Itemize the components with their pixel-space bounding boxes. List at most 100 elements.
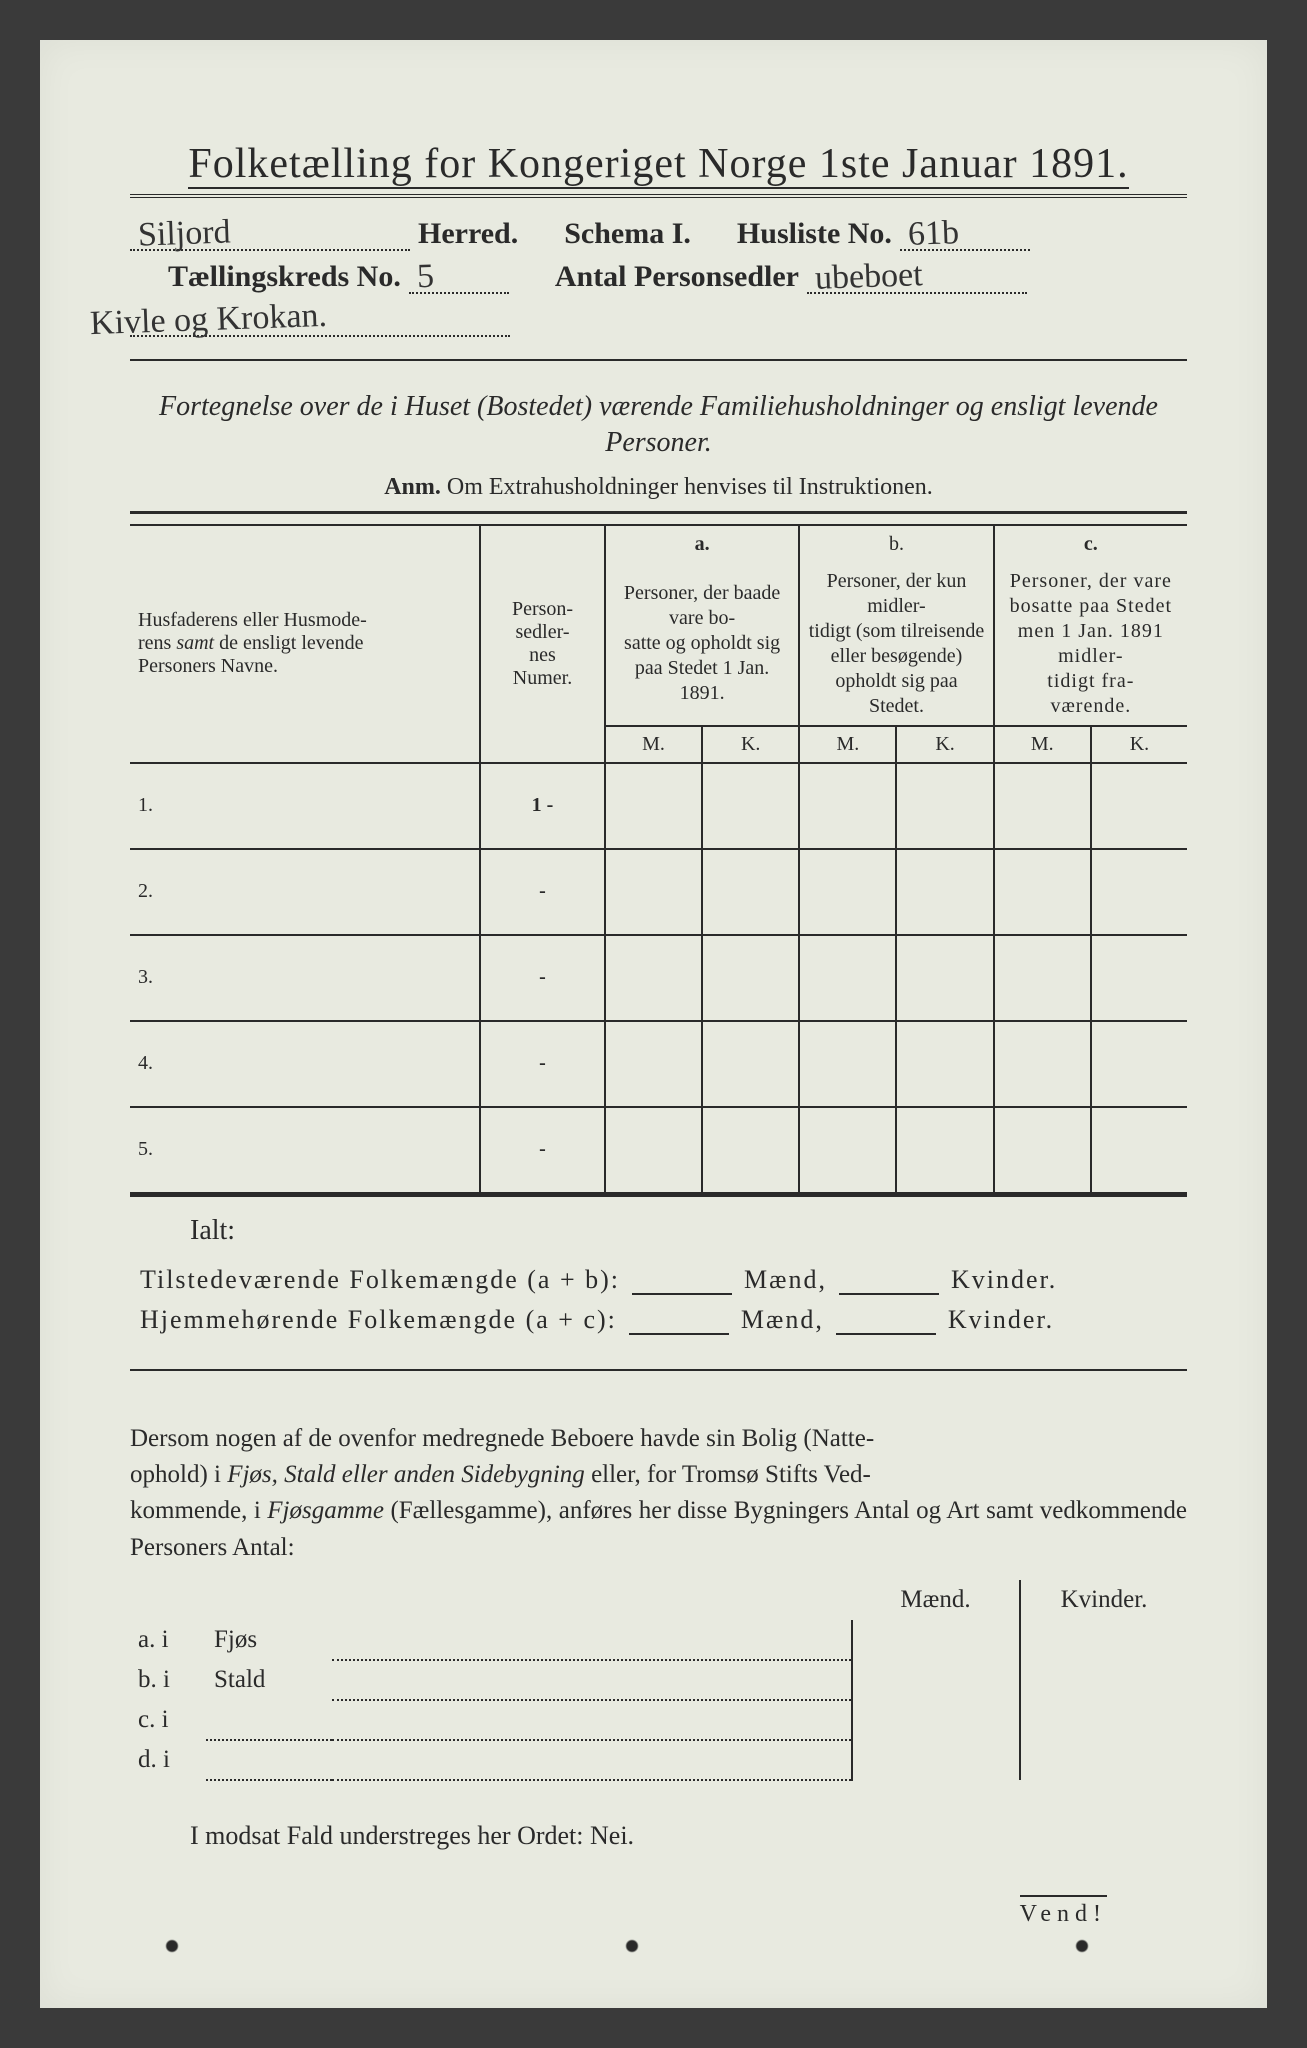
tear-mark — [1070, 1934, 1094, 1958]
th-names-1: Husfaderens eller Husmode- — [138, 609, 367, 631]
table-row: 4. - — [130, 1021, 1187, 1107]
row-3-n: 3. — [130, 935, 480, 1021]
tot1-maend: Mænd, — [744, 1265, 827, 1295]
table-row: b. i Stald — [130, 1660, 1187, 1700]
th-c: Personer, der vare bosatte paa Stedet me… — [994, 563, 1187, 726]
bt-kvinder: Kvinder. — [1020, 1580, 1187, 1620]
kreds-label: Tællingskreds No. — [168, 260, 401, 294]
bt-maend: Mænd. — [852, 1580, 1020, 1620]
bt-b-dots — [332, 1660, 852, 1700]
th-a-letter: a. — [605, 525, 799, 563]
tot2-maend: Mænd, — [741, 1305, 824, 1335]
husliste-label: Husliste No. — [737, 217, 892, 251]
table-row: 1. 1 - — [130, 763, 1187, 849]
totals-line-1: Tilstedeværende Folkemængde (a + b): Mæn… — [140, 1265, 1187, 1295]
antal-field: ubeboet — [807, 259, 1027, 294]
rule-2 — [130, 1369, 1187, 1371]
th-names-2b: samt — [176, 632, 214, 654]
bt-b-prefix: b. i — [130, 1660, 206, 1700]
th-b: Personer, der kun midler- tidigt (som ti… — [799, 563, 993, 726]
anm-text: Om Extrahusholdninger henvises til Instr… — [447, 474, 933, 500]
tot1-kvinder-blank — [839, 1267, 939, 1295]
header-line-extra: Kivle og Krokan. — [130, 302, 1187, 337]
anm-line: Anm. Om Extrahusholdninger henvises til … — [130, 474, 1187, 501]
modsat-text: I modsat Fald understreges her Ordet: Ne… — [190, 1821, 1187, 1851]
bt-d-dots — [206, 1740, 852, 1780]
tot1-maend-blank — [632, 1267, 732, 1295]
tear-mark — [160, 1934, 184, 1958]
th-numer: Person- sedler- nes Numer. — [480, 525, 605, 763]
bt-a-label: Fjøs — [206, 1620, 332, 1660]
fortegnelse-text: Fortegnelse over de i Huset (Bostedet) v… — [130, 389, 1187, 462]
th-a: Personer, der baade vare bo- satte og op… — [605, 563, 799, 726]
table-row: 5. - — [130, 1107, 1187, 1193]
th-b-m: M. — [799, 726, 896, 763]
kreds-field: 5 — [409, 259, 509, 294]
table-row: 2. - — [130, 849, 1187, 935]
page-title: Folketælling for Kongeriget Norge 1ste J… — [130, 140, 1187, 188]
herred-label: Herred. — [418, 217, 518, 251]
vend-label: Vend! — [1020, 1895, 1107, 1928]
ialt-label: Ialt: — [190, 1215, 1187, 1247]
title-rule — [130, 194, 1187, 198]
building-type-table: Mænd. Kvinder. a. i Fjøs b. i Stald c. i… — [130, 1580, 1187, 1781]
row-1-numer: 1 - — [480, 763, 605, 849]
husliste-hand: 61b — [907, 214, 959, 254]
th-c-k: K. — [1091, 726, 1187, 763]
header-line-kreds: Tællingskreds No. 5 Antal Personsedler u… — [130, 259, 1187, 294]
main-table: Husfaderens eller Husmode- rens samt de … — [130, 524, 1187, 1194]
anm-prefix: Anm. — [384, 474, 441, 500]
th-names-2a: rens — [138, 632, 176, 654]
row-5-numer: - — [480, 1107, 605, 1193]
tot2-maend-blank — [629, 1307, 729, 1335]
row-4-numer: - — [480, 1021, 605, 1107]
herred-hand: Siljord — [137, 213, 231, 254]
totals-line-2: Hjemmehørende Folkemængde (a + c): Mænd,… — [140, 1305, 1187, 1335]
tot2-kvinder: Kvinder. — [948, 1305, 1054, 1335]
rule-heavy-top — [130, 511, 1187, 514]
table-row: c. i — [130, 1700, 1187, 1740]
title-text: Folketælling for Kongeriget Norge 1ste J… — [188, 141, 1128, 189]
bt-b-label: Stald — [206, 1660, 332, 1700]
th-c-letter: c. — [994, 525, 1187, 563]
tot2-kvinder-blank — [836, 1307, 936, 1335]
dersom-2: Fjøs, Stald eller anden Sidebygning — [227, 1461, 585, 1488]
bt-c-prefix: c. i — [130, 1700, 206, 1740]
schema-label: Schema I. — [564, 217, 691, 251]
th-a-k: K. — [702, 726, 799, 763]
extra-hand: Kivle og Krokan. — [89, 297, 327, 343]
bt-d-prefix: d. i — [130, 1740, 206, 1780]
bt-a-dots — [332, 1620, 852, 1660]
th-b-k: K. — [896, 726, 993, 763]
row-5-n: 5. — [130, 1107, 480, 1193]
rule-1 — [130, 359, 1187, 361]
table-row: a. i Fjøs — [130, 1620, 1187, 1660]
row-2-numer: - — [480, 849, 605, 935]
th-names-2c: de ensligt levende — [214, 632, 363, 654]
tot1-kvinder: Kvinder. — [951, 1265, 1057, 1295]
antal-hand: ubeboet — [814, 256, 923, 298]
tot1-label: Tilstedeværende Folkemængde (a + b): — [140, 1265, 620, 1295]
tot2-label: Hjemmehørende Folkemængde (a + c): — [140, 1305, 617, 1335]
th-names-3: Personers Navne. — [138, 655, 278, 677]
th-a-m: M. — [605, 726, 702, 763]
antal-label: Antal Personsedler — [555, 260, 799, 294]
th-names: Husfaderens eller Husmode- rens samt de … — [130, 525, 480, 763]
husliste-field: 61b — [900, 216, 1030, 251]
th-b-letter: b. — [799, 525, 993, 563]
row-1-n: 1. — [130, 763, 480, 849]
dersom-paragraph: Dersom nogen af de ovenfor medregnede Be… — [130, 1421, 1187, 1566]
census-form-page: Folketælling for Kongeriget Norge 1ste J… — [40, 40, 1267, 2008]
kreds-hand: 5 — [416, 258, 434, 297]
table-row: d. i — [130, 1740, 1187, 1780]
tear-mark — [620, 1934, 644, 1958]
bt-c-dots — [206, 1700, 852, 1740]
th-c-m: M. — [994, 726, 1091, 763]
extra-field: Kivle og Krokan. — [130, 302, 510, 337]
header-line-herred: Siljord Herred. Schema I. Husliste No. 6… — [130, 216, 1187, 251]
herred-field: Siljord — [130, 216, 410, 251]
row-2-n: 2. — [130, 849, 480, 935]
table-row: 3. - — [130, 935, 1187, 1021]
row-4-n: 4. — [130, 1021, 480, 1107]
dersom-4: Fjøsgamme — [267, 1497, 384, 1524]
